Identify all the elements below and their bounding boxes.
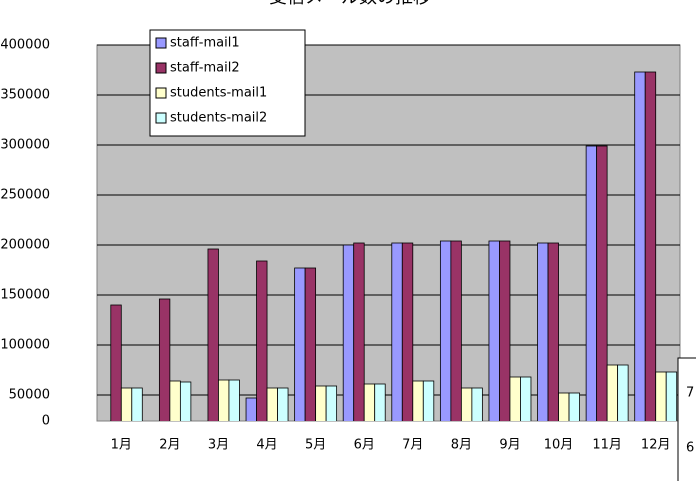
x-tick-label: 1月 — [111, 438, 132, 453]
bar — [353, 242, 365, 421]
bar — [110, 304, 122, 421]
y-tick-label: 350000 — [0, 88, 50, 103]
x-tick-label: 4月 — [256, 438, 277, 453]
bar — [422, 380, 435, 421]
x-tick-label: 11月 — [592, 438, 622, 453]
bar — [256, 260, 268, 421]
x-tick-label: 6月 — [354, 438, 375, 453]
bar — [471, 387, 483, 421]
x-tick-label: 12月 — [641, 438, 671, 453]
bar — [644, 71, 657, 421]
bar — [245, 397, 257, 421]
x-tick-label: 3月 — [208, 438, 229, 453]
bar — [665, 371, 678, 421]
bar — [228, 379, 240, 421]
bar — [596, 145, 608, 421]
y-tick-label: 150000 — [0, 288, 50, 303]
legend-swatch — [155, 62, 167, 74]
bar — [450, 240, 462, 421]
legend — [149, 29, 306, 137]
bar — [374, 383, 386, 421]
bar — [325, 385, 338, 421]
bar — [120, 387, 133, 421]
bar — [304, 267, 317, 421]
chart-title: 受信メール数の推移 — [269, 0, 431, 8]
bar — [277, 387, 289, 421]
bar — [294, 267, 306, 421]
bar — [439, 240, 452, 421]
bar — [520, 376, 532, 421]
y-tick-label: 400000 — [0, 38, 50, 53]
legend-label: students-mail2 — [170, 111, 267, 126]
bar — [207, 248, 219, 421]
bar — [509, 376, 521, 421]
x-tick-label: 8月 — [451, 438, 472, 453]
y-tick-label: 50000 — [9, 388, 50, 403]
y-tick-label: 100000 — [0, 338, 50, 353]
bar — [169, 380, 181, 421]
legend-label: staff-mail1 — [170, 36, 240, 51]
legend-swatch — [155, 112, 167, 124]
bar — [499, 240, 511, 421]
bar — [585, 145, 598, 421]
x-tick-label: 2月 — [159, 438, 180, 453]
legend-label: staff-mail2 — [170, 61, 240, 76]
side-panel — [677, 357, 696, 481]
x-tick-label: 5月 — [305, 438, 326, 453]
bar — [131, 387, 143, 421]
bar — [218, 379, 230, 421]
bar — [315, 385, 327, 421]
x-tick-label: 9月 — [499, 438, 520, 453]
legend-swatch — [155, 37, 167, 49]
bar — [401, 242, 414, 421]
side-label: 7 — [686, 386, 694, 401]
bar — [412, 380, 424, 421]
x-tick-label: 10月 — [544, 438, 574, 453]
legend-label: students-mail1 — [170, 86, 267, 101]
bar — [547, 242, 559, 421]
bar — [568, 392, 580, 421]
y-tick-label: 250000 — [0, 188, 50, 203]
bar — [179, 381, 192, 421]
bar — [488, 240, 500, 421]
bar — [634, 71, 646, 421]
bar — [391, 242, 403, 421]
y-tick-label: 200000 — [0, 238, 50, 253]
bar — [617, 364, 629, 421]
side-label: 6 — [686, 441, 694, 456]
bar — [460, 387, 473, 421]
bar — [606, 364, 619, 421]
bar — [655, 371, 667, 421]
bar — [342, 244, 355, 421]
bar — [363, 383, 376, 421]
y-tick-label: 0 — [42, 414, 50, 429]
legend-swatch — [155, 87, 167, 99]
y-tick-label: 300000 — [0, 138, 50, 153]
x-tick-label: 7月 — [402, 438, 423, 453]
bar — [266, 387, 278, 421]
bar — [537, 242, 549, 421]
bar — [158, 298, 171, 421]
